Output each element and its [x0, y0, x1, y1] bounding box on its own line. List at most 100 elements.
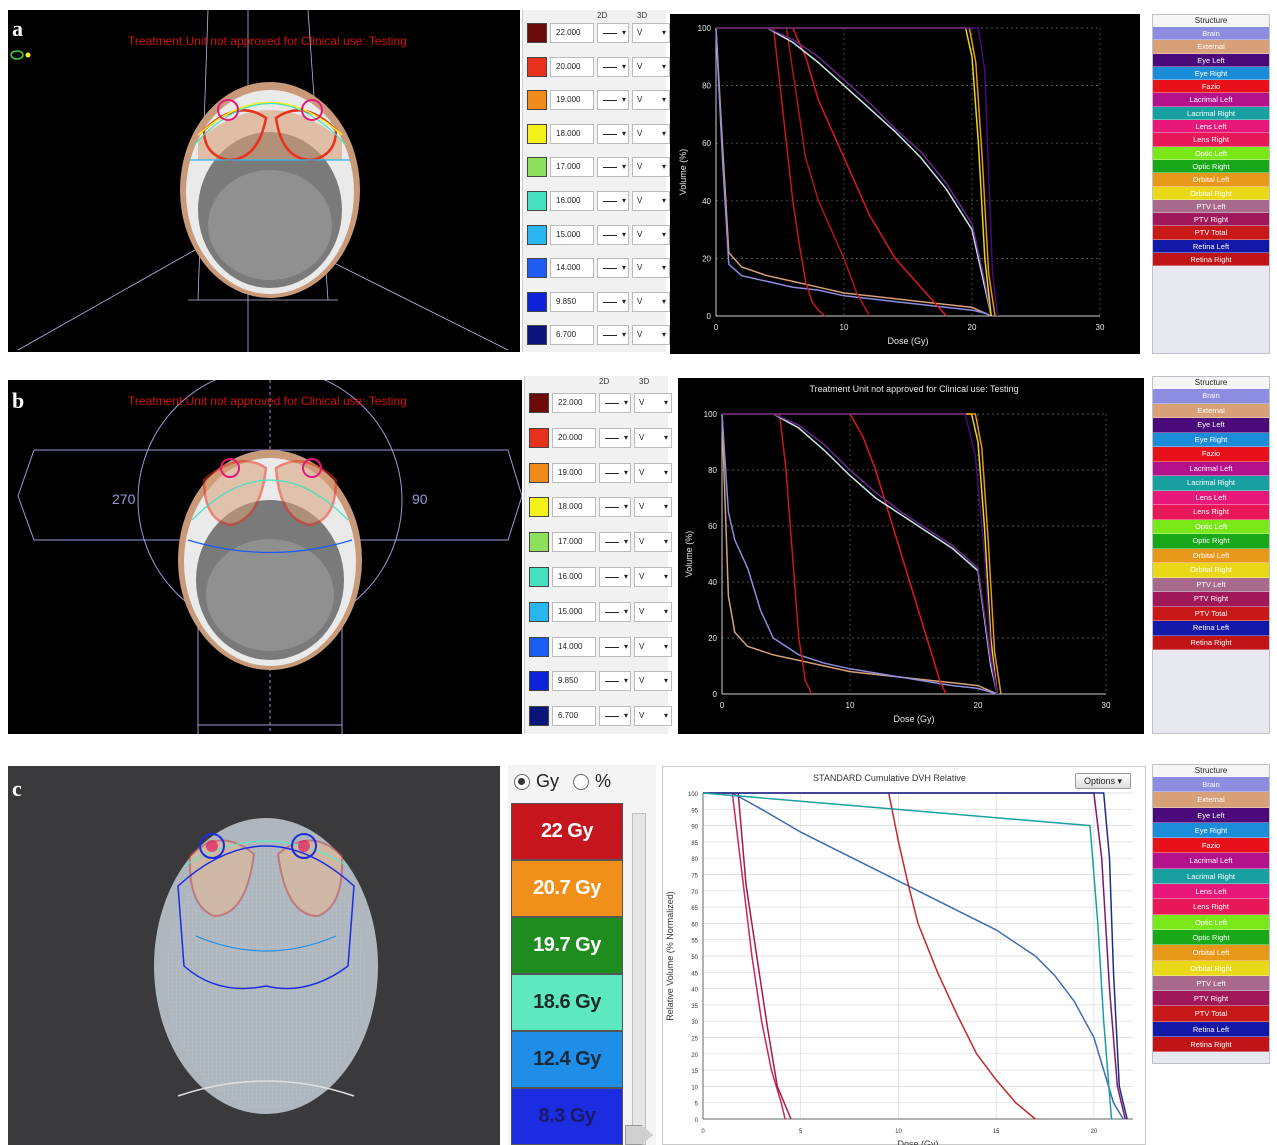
- display-mode-dropdown[interactable]: V: [634, 427, 672, 448]
- dose-slider-track[interactable]: [632, 813, 646, 1145]
- isodose-color-swatch[interactable]: [529, 532, 549, 553]
- display-mode-dropdown[interactable]: V: [634, 462, 672, 483]
- isodose-value[interactable]: 18.000: [550, 123, 594, 144]
- dose-level-box[interactable]: 12.4 Gy: [511, 1031, 623, 1088]
- isodose-value[interactable]: 9.850: [550, 291, 594, 312]
- line-style-dropdown[interactable]: [597, 224, 629, 245]
- isodose-color-swatch[interactable]: [527, 224, 547, 245]
- percent-radio[interactable]: [573, 773, 590, 790]
- isodose-value[interactable]: 19.000: [550, 90, 594, 111]
- isodose-row[interactable]: 6.700 V: [529, 703, 672, 729]
- line-style-dropdown[interactable]: [599, 532, 631, 553]
- isodose-value[interactable]: 20.000: [552, 427, 596, 448]
- display-mode-dropdown[interactable]: V: [632, 123, 670, 144]
- legend-item[interactable]: PTV Left: [1153, 975, 1269, 992]
- legend-item[interactable]: External: [1153, 792, 1269, 808]
- isodose-color-swatch[interactable]: [527, 325, 547, 346]
- legend-item[interactable]: Eye Left: [1153, 418, 1269, 433]
- display-mode-dropdown[interactable]: V: [634, 497, 672, 518]
- legend-item[interactable]: PTV Total: [1153, 606, 1269, 621]
- isodose-row[interactable]: 18.000 V: [527, 121, 670, 147]
- legend-item[interactable]: Optic Left: [1153, 519, 1269, 534]
- legend-item[interactable]: External: [1153, 403, 1269, 418]
- isodose-value[interactable]: 15.000: [552, 601, 596, 622]
- legend-item[interactable]: Lacrimal Right: [1153, 868, 1269, 885]
- isodose-color-swatch[interactable]: [529, 706, 549, 727]
- ct-axial-view-b[interactable]: 270 90 180: [8, 380, 522, 734]
- legend-item[interactable]: Lens Left: [1153, 120, 1269, 134]
- legend-item[interactable]: PTV Left: [1153, 199, 1269, 214]
- isodose-row[interactable]: 15.000 V: [529, 599, 672, 625]
- legend-item[interactable]: Lens Left: [1153, 884, 1269, 900]
- options-button[interactable]: Options ▾: [1074, 773, 1131, 789]
- line-style-dropdown[interactable]: [597, 191, 629, 211]
- dose-slider-thumb[interactable]: [625, 1125, 653, 1145]
- display-mode-dropdown[interactable]: V: [632, 23, 670, 43]
- dvh-chart-a[interactable]: 0 20 40 60 80 100 0 10 20 30 Dose (Gy) Volume (%): [670, 14, 1140, 354]
- display-mode-dropdown[interactable]: V: [632, 56, 670, 77]
- display-mode-dropdown[interactable]: V: [632, 258, 670, 279]
- legend-item[interactable]: Lens Right: [1153, 899, 1269, 915]
- legend-item[interactable]: PTV Total: [1153, 226, 1269, 240]
- legend-item[interactable]: Retina Left: [1153, 1021, 1269, 1038]
- isodose-color-swatch[interactable]: [527, 23, 547, 43]
- legend-item[interactable]: Brain: [1153, 27, 1269, 41]
- isodose-value[interactable]: 22.000: [552, 393, 596, 413]
- isodose-color-swatch[interactable]: [529, 671, 549, 692]
- isodose-value[interactable]: 14.000: [550, 258, 594, 279]
- line-style-dropdown[interactable]: [597, 56, 629, 77]
- line-style-dropdown[interactable]: [599, 567, 631, 587]
- legend-item[interactable]: Retina Right: [1153, 253, 1269, 267]
- legend-item[interactable]: Lens Right: [1153, 133, 1269, 147]
- legend-item[interactable]: Retina Left: [1153, 239, 1269, 254]
- isodose-value[interactable]: 22.000: [550, 23, 594, 43]
- legend-item[interactable]: Orbital Left: [1153, 173, 1269, 187]
- line-style-dropdown[interactable]: [599, 601, 631, 622]
- line-style-dropdown[interactable]: [597, 23, 629, 43]
- dose-level-box[interactable]: 8.3 Gy: [511, 1088, 623, 1145]
- isodose-value[interactable]: 17.000: [550, 157, 594, 178]
- isodose-color-swatch[interactable]: [527, 56, 547, 77]
- isodose-value[interactable]: 15.000: [550, 224, 594, 245]
- isodose-color-swatch[interactable]: [529, 393, 549, 413]
- isodose-color-swatch[interactable]: [529, 601, 549, 622]
- legend-item[interactable]: Lacrimal Right: [1153, 476, 1269, 491]
- isodose-row[interactable]: 16.000 V: [527, 188, 670, 214]
- line-style-dropdown[interactable]: [599, 636, 631, 657]
- legend-item[interactable]: Optic Left: [1153, 146, 1269, 160]
- isodose-row[interactable]: 22.000 V: [529, 390, 672, 416]
- display-mode-dropdown[interactable]: V: [632, 224, 670, 245]
- display-mode-dropdown[interactable]: V: [632, 90, 670, 111]
- display-mode-dropdown[interactable]: V: [634, 636, 672, 657]
- dose-level-box[interactable]: 18.6 Gy: [511, 974, 623, 1031]
- legend-item[interactable]: Retina Right: [1153, 1037, 1269, 1053]
- ct-axial-view-c[interactable]: [8, 766, 500, 1145]
- legend-item[interactable]: Optic Left: [1153, 914, 1269, 930]
- isodose-color-swatch[interactable]: [529, 462, 549, 483]
- isodose-color-swatch[interactable]: [527, 157, 547, 178]
- isodose-row[interactable]: 20.000 V: [527, 54, 670, 80]
- line-style-dropdown[interactable]: [597, 157, 629, 178]
- legend-item[interactable]: Lacrimal Right: [1153, 106, 1269, 121]
- legend-item[interactable]: Brain: [1153, 389, 1269, 404]
- isodose-color-swatch[interactable]: [527, 291, 547, 312]
- legend-item[interactable]: Fazio: [1153, 447, 1269, 462]
- isodose-value[interactable]: 16.000: [550, 191, 594, 211]
- isodose-row[interactable]: 22.000 V: [527, 20, 670, 46]
- legend-item[interactable]: Fazio: [1153, 80, 1269, 94]
- line-style-dropdown[interactable]: [599, 427, 631, 448]
- display-mode-dropdown[interactable]: V: [632, 191, 670, 211]
- line-style-dropdown[interactable]: [599, 462, 631, 483]
- legend-item[interactable]: Fazio: [1153, 838, 1269, 854]
- isodose-color-swatch[interactable]: [529, 497, 549, 518]
- legend-item[interactable]: Eye Left: [1153, 807, 1269, 823]
- legend-item[interactable]: Retina Right: [1153, 635, 1269, 650]
- line-style-dropdown[interactable]: [597, 291, 629, 312]
- legend-item[interactable]: Optic Right: [1153, 929, 1269, 946]
- isodose-value[interactable]: 20.000: [550, 56, 594, 77]
- isodose-row[interactable]: 15.000 V: [527, 222, 670, 248]
- isodose-row[interactable]: 9.850 V: [529, 668, 672, 694]
- line-style-dropdown[interactable]: [599, 497, 631, 518]
- isodose-row[interactable]: 18.000 V: [529, 494, 672, 520]
- legend-item[interactable]: Orbital Right: [1153, 186, 1269, 200]
